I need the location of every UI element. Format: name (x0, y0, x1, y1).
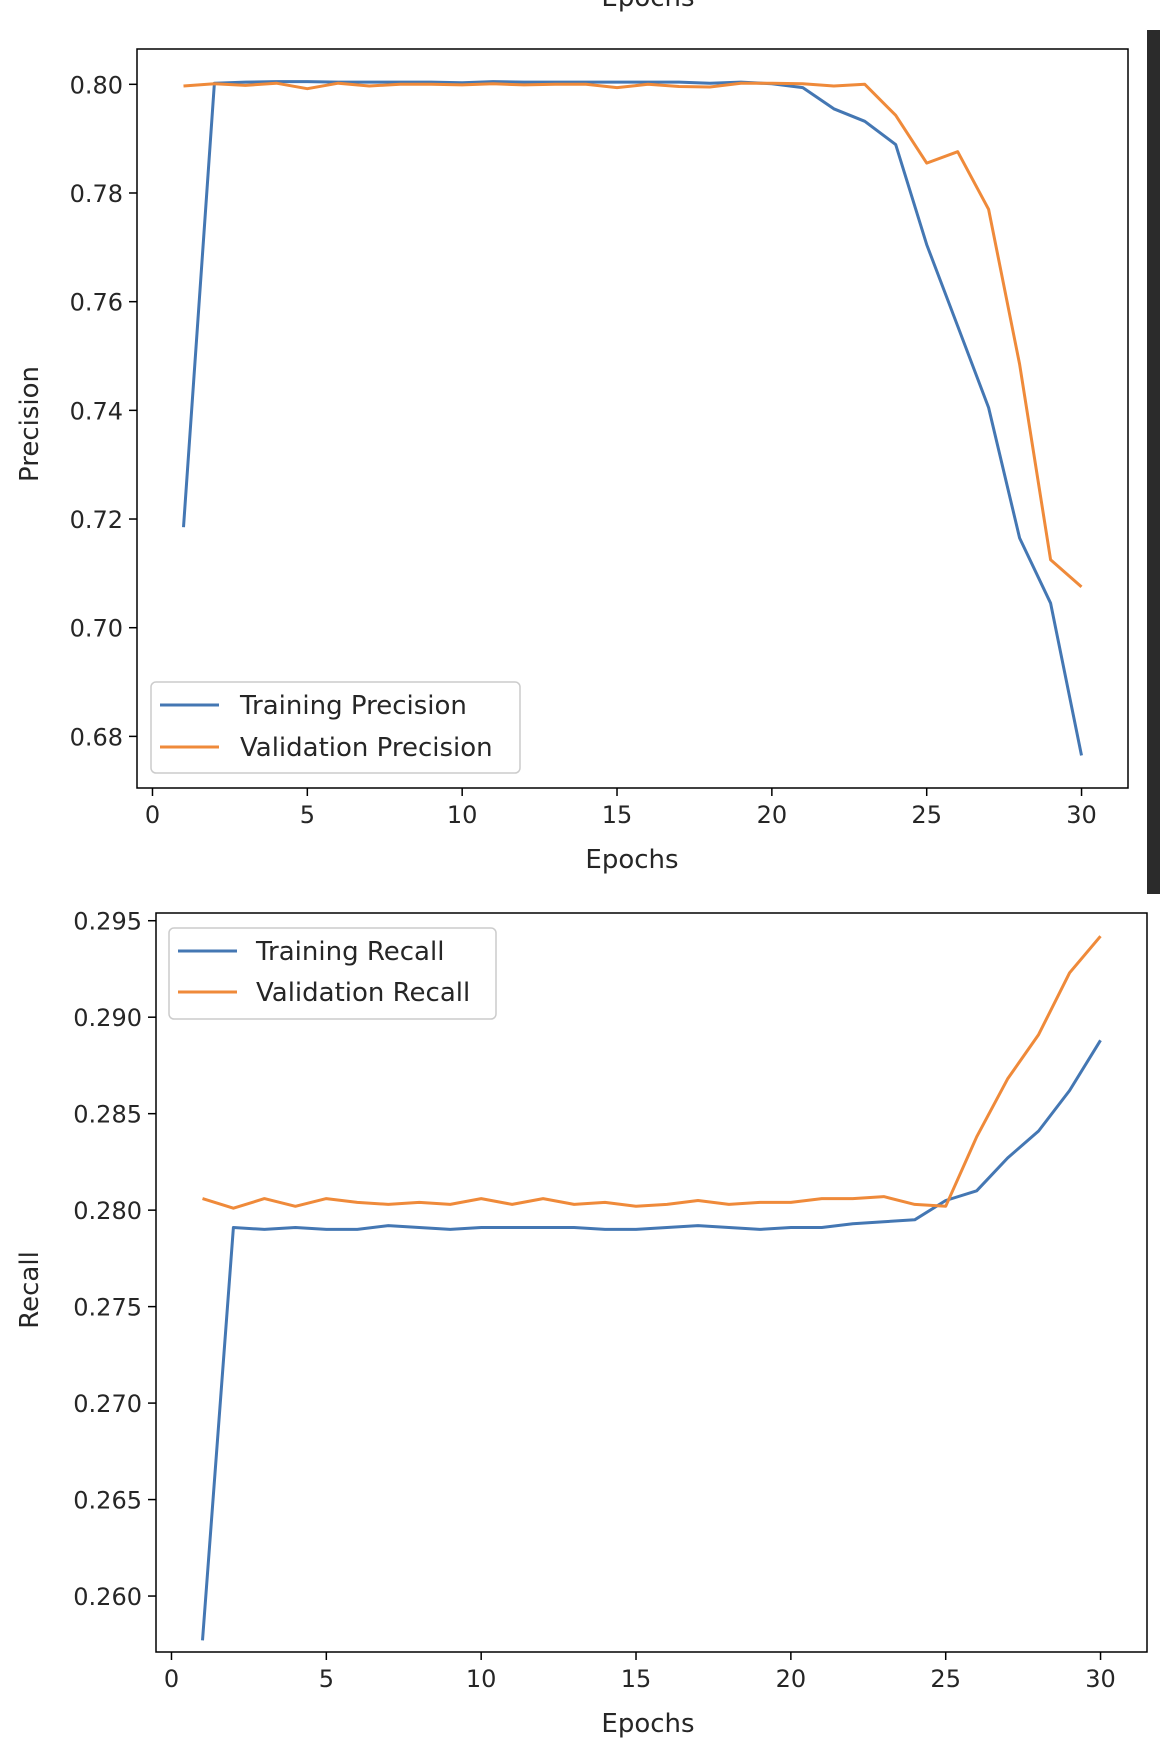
precision-legend: Training Precision Validation Precision (150, 681, 521, 774)
precision-y-tick-label: 0.72 (70, 506, 123, 534)
recall-x-tick-label: 30 (1085, 1665, 1116, 1693)
validation-precision-line (183, 81, 1083, 589)
recall-y-tick-label: 0.285 (73, 1101, 142, 1129)
recall-y-tick-label: 0.295 (73, 908, 142, 936)
precision-y-tick-label: 0.70 (70, 615, 123, 643)
recall-series-lines (201, 935, 1102, 1641)
recall-y-tick-label: 0.290 (73, 1004, 142, 1032)
precision-y-tick-label: 0.76 (70, 289, 123, 317)
recall-legend: Training Recall Validation Recall (168, 927, 497, 1020)
precision-x-tick-label: 10 (447, 801, 478, 829)
recall-chart: 0 5 10 15 20 25 30 0.2600.2650.2700.2750.2800.… (15, 908, 1148, 1739)
recall-x-tick-label: 15 (621, 1665, 652, 1693)
recall-x-ticks: 0 5 10 15 20 25 30 (164, 1652, 1116, 1693)
validation-recall-line (202, 935, 1102, 1210)
recall-y-tick-label: 0.265 (73, 1487, 142, 1515)
training-recall-line (201, 1039, 1102, 1641)
recall-x-tick-label: 10 (466, 1665, 497, 1693)
legend-validation-recall-label: Validation Recall (256, 978, 470, 1008)
recall-y-ticks: 0.260 0.265 0.270 0.275 0.280 0.285 0.290 0.295 (73, 908, 156, 1611)
top-clipped-xlabel: Epochs (601, 0, 694, 13)
recall-plot-frame (155, 912, 1148, 1653)
recall-x-axis-label: Epochs (601, 1709, 694, 1739)
precision-chart: 0 5 10 15 20 25 30 0.68 0.70 0.72 0.74 0.76 0.78 0.8… (15, 48, 1129, 875)
recall-y-tick-label: 0.275 (73, 1294, 142, 1322)
precision-plot-frame (136, 48, 1129, 789)
precision-y-tick-label: 0.78 (70, 180, 123, 208)
recall-legend-box (168, 927, 497, 1020)
precision-y-tick-label: 0.74 (70, 397, 123, 425)
precision-x-ticks: 0 5 10 15 20 25 30 (145, 788, 1097, 829)
precision-x-axis-label: Epochs (585, 845, 678, 875)
precision-x-tick-label: 30 (1066, 801, 1097, 829)
recall-x-tick-label: 0 (164, 1665, 179, 1693)
legend-training-precision-label: Training Precision (239, 691, 467, 721)
right-scrollbar[interactable] (1147, 30, 1160, 894)
precision-y-axis-label: Precision (15, 366, 45, 482)
training-precision-line (182, 80, 1083, 756)
recall-x-tick-label: 25 (930, 1665, 961, 1693)
legend-training-recall-label: Training Recall (255, 937, 444, 967)
recall-y-tick-label: 0.280 (73, 1197, 142, 1225)
precision-x-tick-label: 25 (911, 801, 942, 829)
recall-x-tick-label: 5 (319, 1665, 334, 1693)
recall-y-tick-label: 0.260 (73, 1583, 142, 1611)
precision-y-tick-label: 0.68 (70, 723, 123, 751)
recall-y-axis-label: Recall (15, 1251, 45, 1329)
precision-x-tick-label: 15 (602, 801, 633, 829)
precision-x-tick-label: 0 (145, 801, 160, 829)
precision-x-tick-label: 20 (757, 801, 788, 829)
recall-y-tick-label: 0.270 (73, 1390, 142, 1418)
legend-validation-precision-label: Validation Precision (240, 733, 493, 763)
precision-y-tick-label: 0.80 (70, 71, 123, 99)
precision-x-tick-label: 5 (300, 801, 315, 829)
precision-y-ticks: 0.68 0.70 0.72 0.74 0.76 0.78 0.80 (70, 71, 137, 751)
recall-x-tick-label: 20 (776, 1665, 807, 1693)
precision-legend-box (150, 681, 521, 774)
precision-series-lines (182, 80, 1083, 756)
